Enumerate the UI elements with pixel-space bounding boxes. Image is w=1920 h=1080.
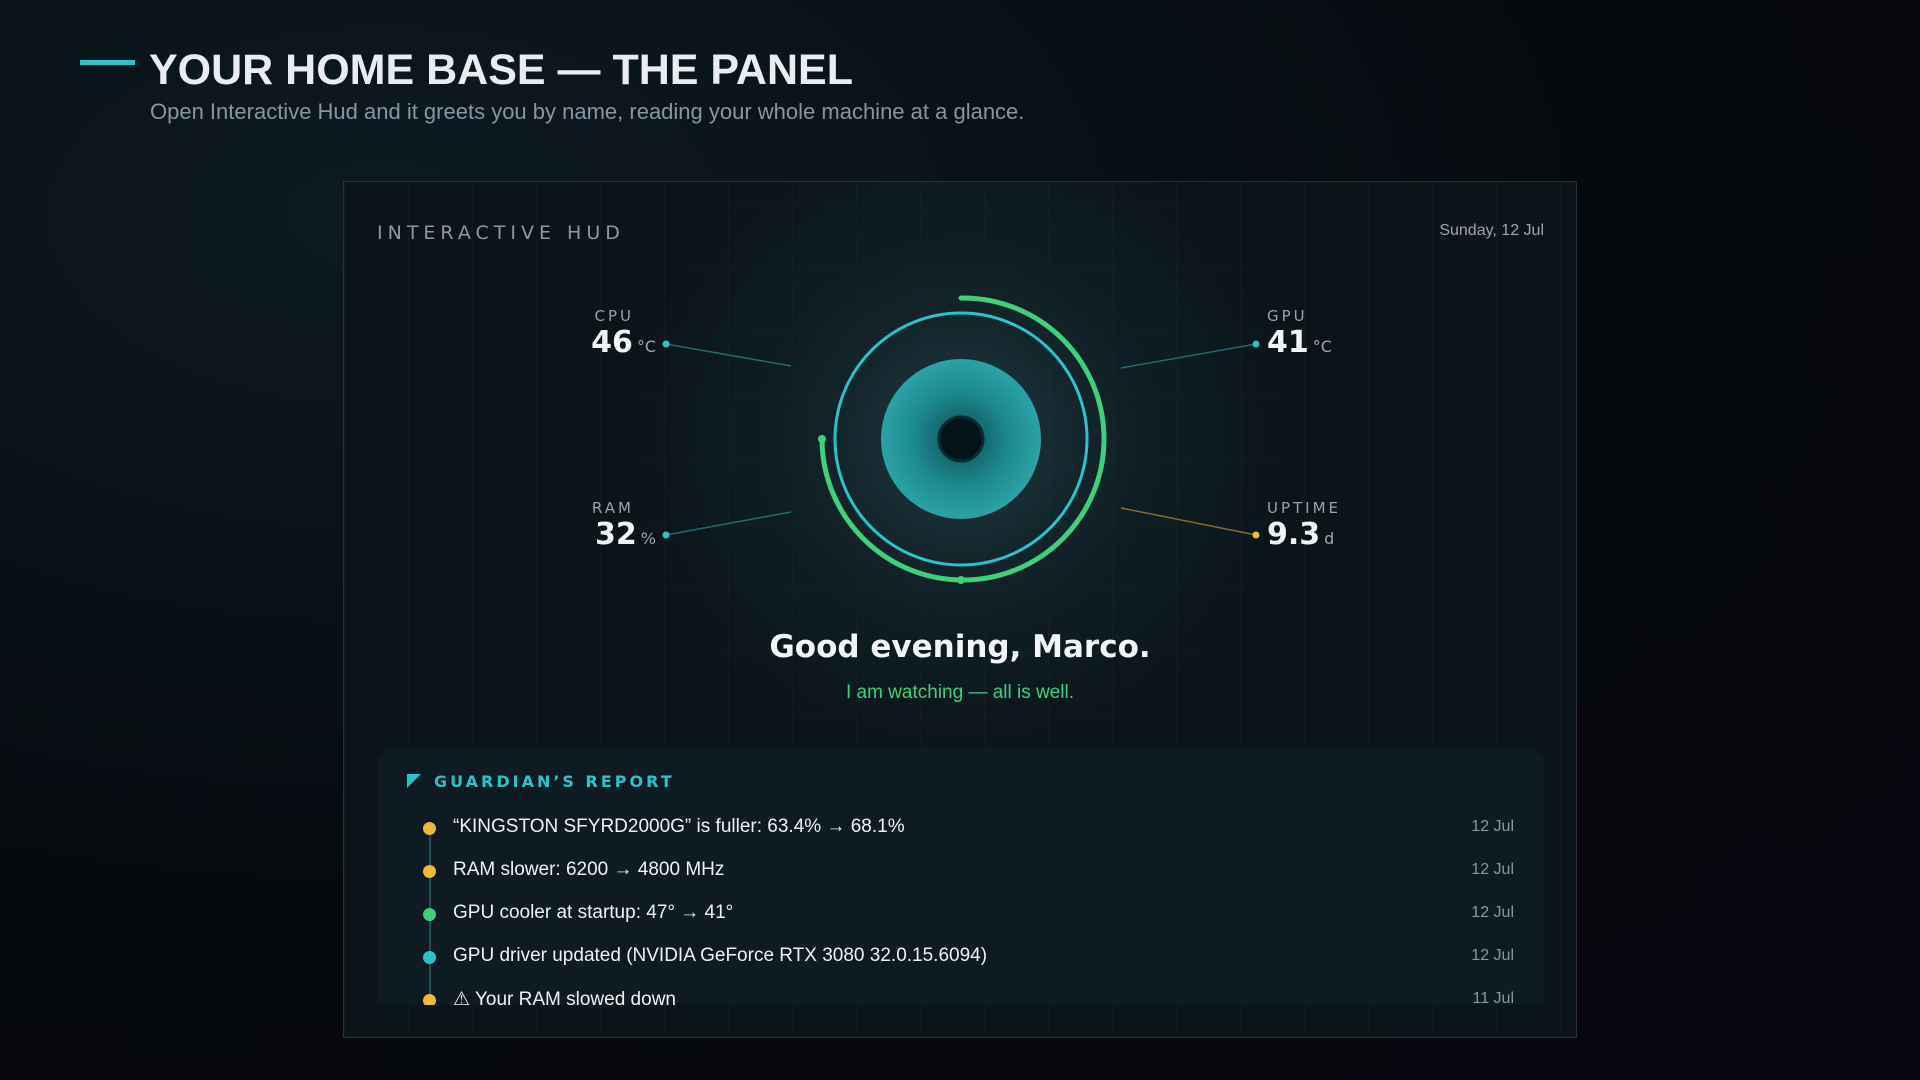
unit: d bbox=[1324, 529, 1335, 548]
metric-label: UPTIME bbox=[1267, 499, 1342, 517]
report-item: GPU cooler at startup: 47° → 41° 12 Jul bbox=[377, 902, 1544, 945]
item-text: GPU driver updated (NVIDIA GeForce RTX 3… bbox=[453, 945, 988, 966]
metric-label: GPU bbox=[1267, 307, 1308, 325]
brand: INTERACTIVE HUD bbox=[377, 222, 625, 244]
value: 41 bbox=[1267, 325, 1309, 360]
report-item: RAM slower: 6200 → 4800 MHz 12 Jul bbox=[377, 859, 1544, 902]
item-date: 12 Jul bbox=[1471, 947, 1514, 964]
report-title: GUARDIAN’S REPORT bbox=[434, 772, 675, 791]
greeting: Good evening, Marco. bbox=[769, 629, 1151, 665]
metric-value: 46 °C bbox=[456, 325, 656, 360]
metric-value: 41 °C bbox=[1267, 325, 1332, 360]
item-text: “KINGSTON SFYRD2000G” is fuller: 63.4% →… bbox=[453, 816, 905, 837]
status-dot bbox=[423, 994, 436, 1005]
status-dot bbox=[423, 951, 436, 964]
unit: °C bbox=[1312, 337, 1332, 356]
status-dot bbox=[423, 908, 436, 921]
item-text: GPU cooler at startup: 47° → 41° bbox=[453, 902, 734, 923]
report-icon bbox=[407, 774, 421, 788]
page-subtitle: Open Interactive Hud and it greets you b… bbox=[150, 99, 1025, 124]
header-accent bbox=[80, 60, 135, 65]
value: 32 bbox=[595, 517, 637, 552]
report-item: GPU driver updated (NVIDIA GeForce RTX 3… bbox=[377, 945, 1544, 988]
item-text: ⚠ Your RAM slowed down bbox=[453, 989, 676, 1005]
metric-label: RAM bbox=[591, 499, 634, 517]
date: Sunday, 12 Jul bbox=[1439, 222, 1544, 239]
page-title: YOUR HOME BASE — THE PANEL bbox=[149, 46, 853, 94]
status-dot bbox=[423, 822, 436, 835]
value: 9.3 bbox=[1267, 517, 1321, 552]
item-date: 12 Jul bbox=[1471, 861, 1514, 878]
report-item: “KINGSTON SFYRD2000G” is fuller: 63.4% →… bbox=[377, 816, 1544, 859]
report-item: ⚠ Your RAM slowed down 11 Jul bbox=[377, 988, 1544, 1005]
item-date: 12 Jul bbox=[1471, 904, 1514, 921]
metric-value: 9.3 d bbox=[1267, 517, 1334, 552]
metric-label: CPU bbox=[594, 307, 634, 325]
item-date: 12 Jul bbox=[1471, 818, 1514, 835]
metric-value: 32% bbox=[456, 517, 656, 552]
status: I am watching — all is well. bbox=[845, 682, 1075, 703]
hud-eye bbox=[662, 219, 1260, 659]
unit: °C bbox=[636, 337, 656, 356]
unit: % bbox=[640, 529, 656, 548]
status-dot bbox=[423, 865, 436, 878]
report-card: GUARDIAN’S REPORT “KINGSTON SFYRD2000G” … bbox=[377, 748, 1544, 1005]
value: 46 bbox=[591, 325, 633, 360]
item-text: RAM slower: 6200 → 4800 MHz bbox=[453, 859, 725, 880]
item-date: 11 Jul bbox=[1472, 990, 1514, 1005]
hud-panel: INTERACTIVE HUD Sunday, 12 Jul CPU 46 °C … bbox=[343, 181, 1577, 1038]
